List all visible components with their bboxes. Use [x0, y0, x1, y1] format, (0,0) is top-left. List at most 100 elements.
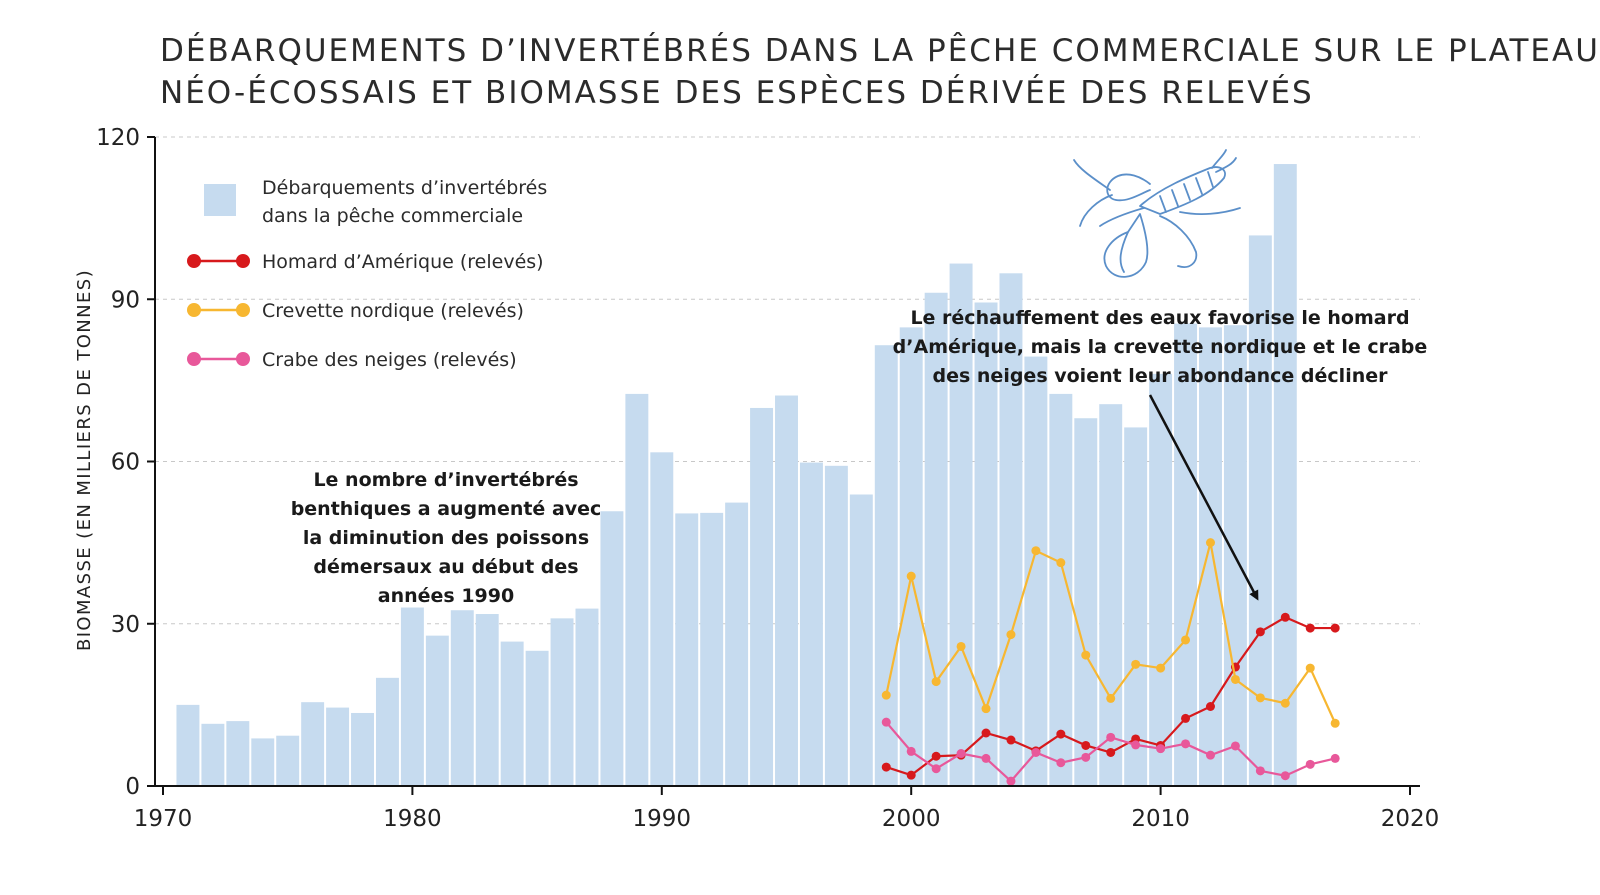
point-1-2003	[981, 704, 991, 714]
bar-1998	[849, 494, 873, 786]
point-1-2014	[1255, 693, 1265, 703]
bar-2009	[1124, 427, 1148, 786]
bar-1979	[375, 677, 399, 786]
bar-1999	[874, 345, 898, 786]
y-tick-labels: 0 30 60 90 120	[96, 125, 140, 800]
point-2-2010	[1156, 744, 1166, 754]
point-1-2013	[1230, 674, 1240, 684]
bar-1971	[176, 704, 200, 786]
bar-1977	[326, 707, 350, 786]
bar-1996	[799, 462, 823, 786]
point-1-2007	[1081, 650, 1091, 660]
point-1-1999	[881, 690, 891, 700]
lobster-icon	[1073, 149, 1241, 278]
point-2-2009	[1131, 740, 1141, 750]
legend-label-lobster: Homard d’Amérique (relevés)	[262, 251, 544, 273]
bar-2011	[1174, 323, 1198, 786]
annotation-benthic-line-2: benthiques a augmenté avec	[291, 498, 602, 520]
bar-1984	[500, 641, 524, 786]
bar-1989	[625, 393, 649, 786]
y-tick-label: 30	[111, 612, 140, 638]
bar-2005	[1024, 356, 1048, 786]
point-2-2002	[956, 749, 966, 759]
bar-1997	[824, 465, 848, 786]
bar-2012	[1199, 327, 1222, 786]
point-1-2015	[1280, 698, 1290, 708]
legend-label-snow-crab: Crabe des neiges (relevés)	[262, 349, 517, 371]
annotation-benthic: Le nombre d’invertébrés benthiques a aug…	[291, 469, 602, 607]
bar-2004	[999, 273, 1023, 786]
point-2-2003	[981, 753, 991, 763]
annotation-benthic-line-1: Le nombre d’invertébrés	[313, 469, 578, 491]
point-2-2007	[1081, 752, 1091, 762]
point-1-2009	[1131, 659, 1141, 669]
x-tick-label: 2010	[1131, 806, 1190, 832]
bar-2008	[1099, 404, 1123, 786]
x-tick-labels: 1970 1980 1990 2000 2010 2020	[134, 806, 1440, 832]
point-1-2008	[1106, 693, 1116, 703]
bar-1994	[750, 407, 774, 786]
point-0-2001	[931, 751, 941, 761]
point-0-1999	[881, 762, 891, 772]
point-2-2013	[1230, 741, 1240, 751]
point-2-2017	[1330, 753, 1340, 763]
y-tick-label: 90	[111, 287, 140, 313]
line-series-2	[881, 717, 1340, 786]
annotation-benthic-line-5: années 1990	[378, 585, 514, 607]
point-2-2008	[1106, 732, 1116, 742]
point-2-2001	[931, 764, 941, 774]
point-1-2011	[1181, 635, 1191, 645]
annotation-warming-line-3: des neiges voient leur abondance décline…	[933, 365, 1389, 387]
bar-2014	[1248, 235, 1272, 787]
point-1-2017	[1330, 718, 1340, 728]
point-1-2005	[1031, 546, 1041, 556]
point-0-2017	[1330, 623, 1340, 633]
point-2-2011	[1181, 739, 1191, 749]
point-0-2011	[1181, 713, 1191, 723]
line-series-group	[881, 538, 1340, 786]
point-0-2008	[1106, 747, 1116, 757]
bar-2010	[1149, 373, 1173, 786]
point-2-2015	[1280, 771, 1290, 781]
y-axis-label: BIOMASSE (EN MILLIERS DE TONNES)	[74, 269, 95, 651]
point-2-2012	[1205, 750, 1215, 760]
legend-label-landings-line-2: dans la pêche commerciale	[262, 205, 523, 227]
legend-label-shrimp: Crevette nordique (relevés)	[262, 300, 524, 322]
y-tick-label: 60	[111, 450, 140, 476]
annotation-benthic-line-4: démersaux au début des	[313, 556, 578, 578]
x-tick-label: 2000	[882, 806, 941, 832]
bar-1990	[650, 452, 674, 786]
legend: Débarquements d’invertébrés dans la pêch…	[187, 177, 547, 371]
point-1-2000	[906, 571, 916, 581]
point-0-2006	[1056, 729, 1066, 739]
x-tick-label: 1970	[134, 806, 193, 832]
point-2-2000	[906, 746, 916, 756]
point-0-2015	[1280, 612, 1290, 622]
point-2-1999	[881, 717, 891, 727]
point-0-2004	[1006, 735, 1016, 745]
x-tick-label: 2020	[1381, 806, 1440, 832]
bar-1980	[400, 607, 424, 786]
bar-2007	[1074, 418, 1098, 786]
bar-1983	[475, 614, 499, 786]
point-2-2014	[1255, 766, 1265, 776]
point-1-2002	[956, 641, 966, 651]
annotation-benthic-line-3: la diminution des poissons	[303, 527, 589, 549]
legend-swatch-shrimp	[187, 303, 250, 317]
bar-series-landings	[176, 164, 1297, 787]
point-1-2001	[931, 677, 941, 687]
legend-swatch-lobster	[187, 254, 250, 268]
bar-1985	[525, 650, 549, 786]
point-0-2000	[906, 770, 916, 780]
axes	[147, 136, 1420, 795]
point-0-2003	[981, 728, 991, 738]
chart-title-line-1: DÉBARQUEMENTS D’INVERTÉBRÉS DANS LA PÊCH…	[160, 33, 1600, 69]
bar-1973	[226, 721, 250, 786]
bar-1972	[201, 723, 225, 786]
point-2-2016	[1305, 759, 1315, 769]
bar-2003	[974, 302, 998, 786]
bar-1978	[351, 712, 374, 786]
point-1-2010	[1156, 663, 1166, 673]
bar-1987	[575, 608, 599, 786]
